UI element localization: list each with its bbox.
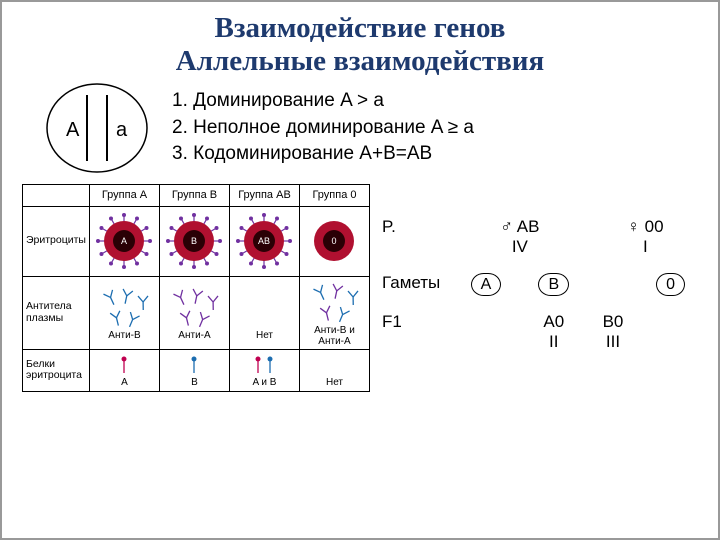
- gamete: A: [452, 270, 520, 299]
- erythrocyte-cell: A: [89, 206, 159, 276]
- antibody-cell: Анти-B: [89, 276, 159, 349]
- erythrocyte-ab: AB: [232, 209, 297, 274]
- parent-female: 00 I: [588, 214, 703, 260]
- parents-row: P. AB IV 00 I: [378, 214, 703, 260]
- table-row: Антитела плазмы Анти-B: [23, 276, 370, 349]
- gametes-row: Гаметы A B 0: [378, 270, 703, 299]
- rule-2: 2. Неполное доминирование A ≥ a: [172, 115, 474, 142]
- col-header: Группа AB: [229, 184, 299, 206]
- genetic-cross: P. AB IV 00 I Гаметы A B 0 F1: [378, 184, 703, 392]
- erythrocyte-cell: B: [159, 206, 229, 276]
- p-label: P.: [378, 214, 452, 260]
- blood-group-table: Группа A Группа B Группа AB Группа 0 Эри…: [22, 184, 370, 392]
- protein-cell: A и B: [229, 349, 299, 391]
- antibody-cell: Анти-A: [159, 276, 229, 349]
- row-label: Антитела плазмы: [23, 276, 90, 349]
- erythrocyte-b: B: [162, 209, 227, 274]
- title-line-2: Аллельные взаимодействия: [12, 45, 708, 78]
- interaction-rules: 1. Доминирование A > a 2. Неполное домин…: [172, 88, 474, 168]
- offspring-1: A0 II: [520, 309, 588, 355]
- row-label: Эритроциты: [23, 206, 90, 276]
- male-icon: [500, 217, 513, 236]
- protein-ab: A и B: [232, 352, 297, 389]
- col-header: Группа 0: [299, 184, 369, 206]
- lower-section: Группа A Группа B Группа AB Группа 0 Эри…: [2, 184, 718, 392]
- svg-text:0: 0: [332, 236, 337, 246]
- antibody-cell: Нет: [229, 276, 299, 349]
- row-label: Белки эритроцита: [23, 349, 90, 391]
- erythrocyte-cell: 0: [299, 206, 369, 276]
- antibody-both: Анти-B и Анти-A: [302, 279, 367, 347]
- cross-table: P. AB IV 00 I Гаметы A B 0 F1: [378, 214, 703, 355]
- f1-label: F1: [378, 309, 452, 355]
- gamete: 0: [638, 270, 703, 299]
- col-header: Группа B: [159, 184, 229, 206]
- offspring-2: B0 III: [588, 309, 639, 355]
- chrom-label-a-lower: a: [116, 119, 127, 142]
- antibody-cell: Анти-B и Анти-A: [299, 276, 369, 349]
- f1-row: F1 A0 II B0 III: [378, 309, 703, 355]
- svg-text:A: A: [121, 236, 127, 246]
- protein-cell: A: [89, 349, 159, 391]
- upper-section: A a 1. Доминирование A > a 2. Неполное д…: [2, 81, 718, 184]
- rule-3: 3. Кодоминирование A+B=AB: [172, 141, 474, 168]
- table-row: Белки эритроцита A B A и B Нет: [23, 349, 370, 391]
- protein-a: A: [92, 352, 157, 389]
- antibody-anti-b: Анти-B: [92, 279, 157, 347]
- chrom-label-a-upper: A: [66, 119, 79, 142]
- title-line-1: Взаимодействие генов: [12, 12, 708, 45]
- protein-cell: B: [159, 349, 229, 391]
- parent-male: AB IV: [452, 214, 588, 260]
- rule-1: 1. Доминирование A > a: [172, 88, 474, 115]
- gamete: B: [520, 270, 588, 299]
- svg-text:AB: AB: [258, 236, 270, 246]
- female-icon: [627, 217, 640, 236]
- protein-b: B: [162, 352, 227, 389]
- chromosome-diagram: A a: [42, 81, 152, 176]
- table-header-row: Группа A Группа B Группа AB Группа 0: [23, 184, 370, 206]
- antibody-none: Нет: [232, 279, 297, 347]
- slide-title: Взаимодействие генов Аллельные взаимодей…: [2, 2, 718, 81]
- antibody-anti-a: Анти-A: [162, 279, 227, 347]
- erythrocyte-cell: AB: [229, 206, 299, 276]
- chromosome-svg: [42, 81, 152, 176]
- protein-cell: Нет: [299, 349, 369, 391]
- table-row: Эритроциты A B AB 0: [23, 206, 370, 276]
- erythrocyte-0: 0: [302, 209, 367, 274]
- gametes-label: Гаметы: [378, 270, 452, 299]
- col-header: Группа A: [89, 184, 159, 206]
- svg-text:B: B: [191, 236, 197, 246]
- protein-none: Нет: [302, 352, 367, 389]
- erythrocyte-a: A: [92, 209, 157, 274]
